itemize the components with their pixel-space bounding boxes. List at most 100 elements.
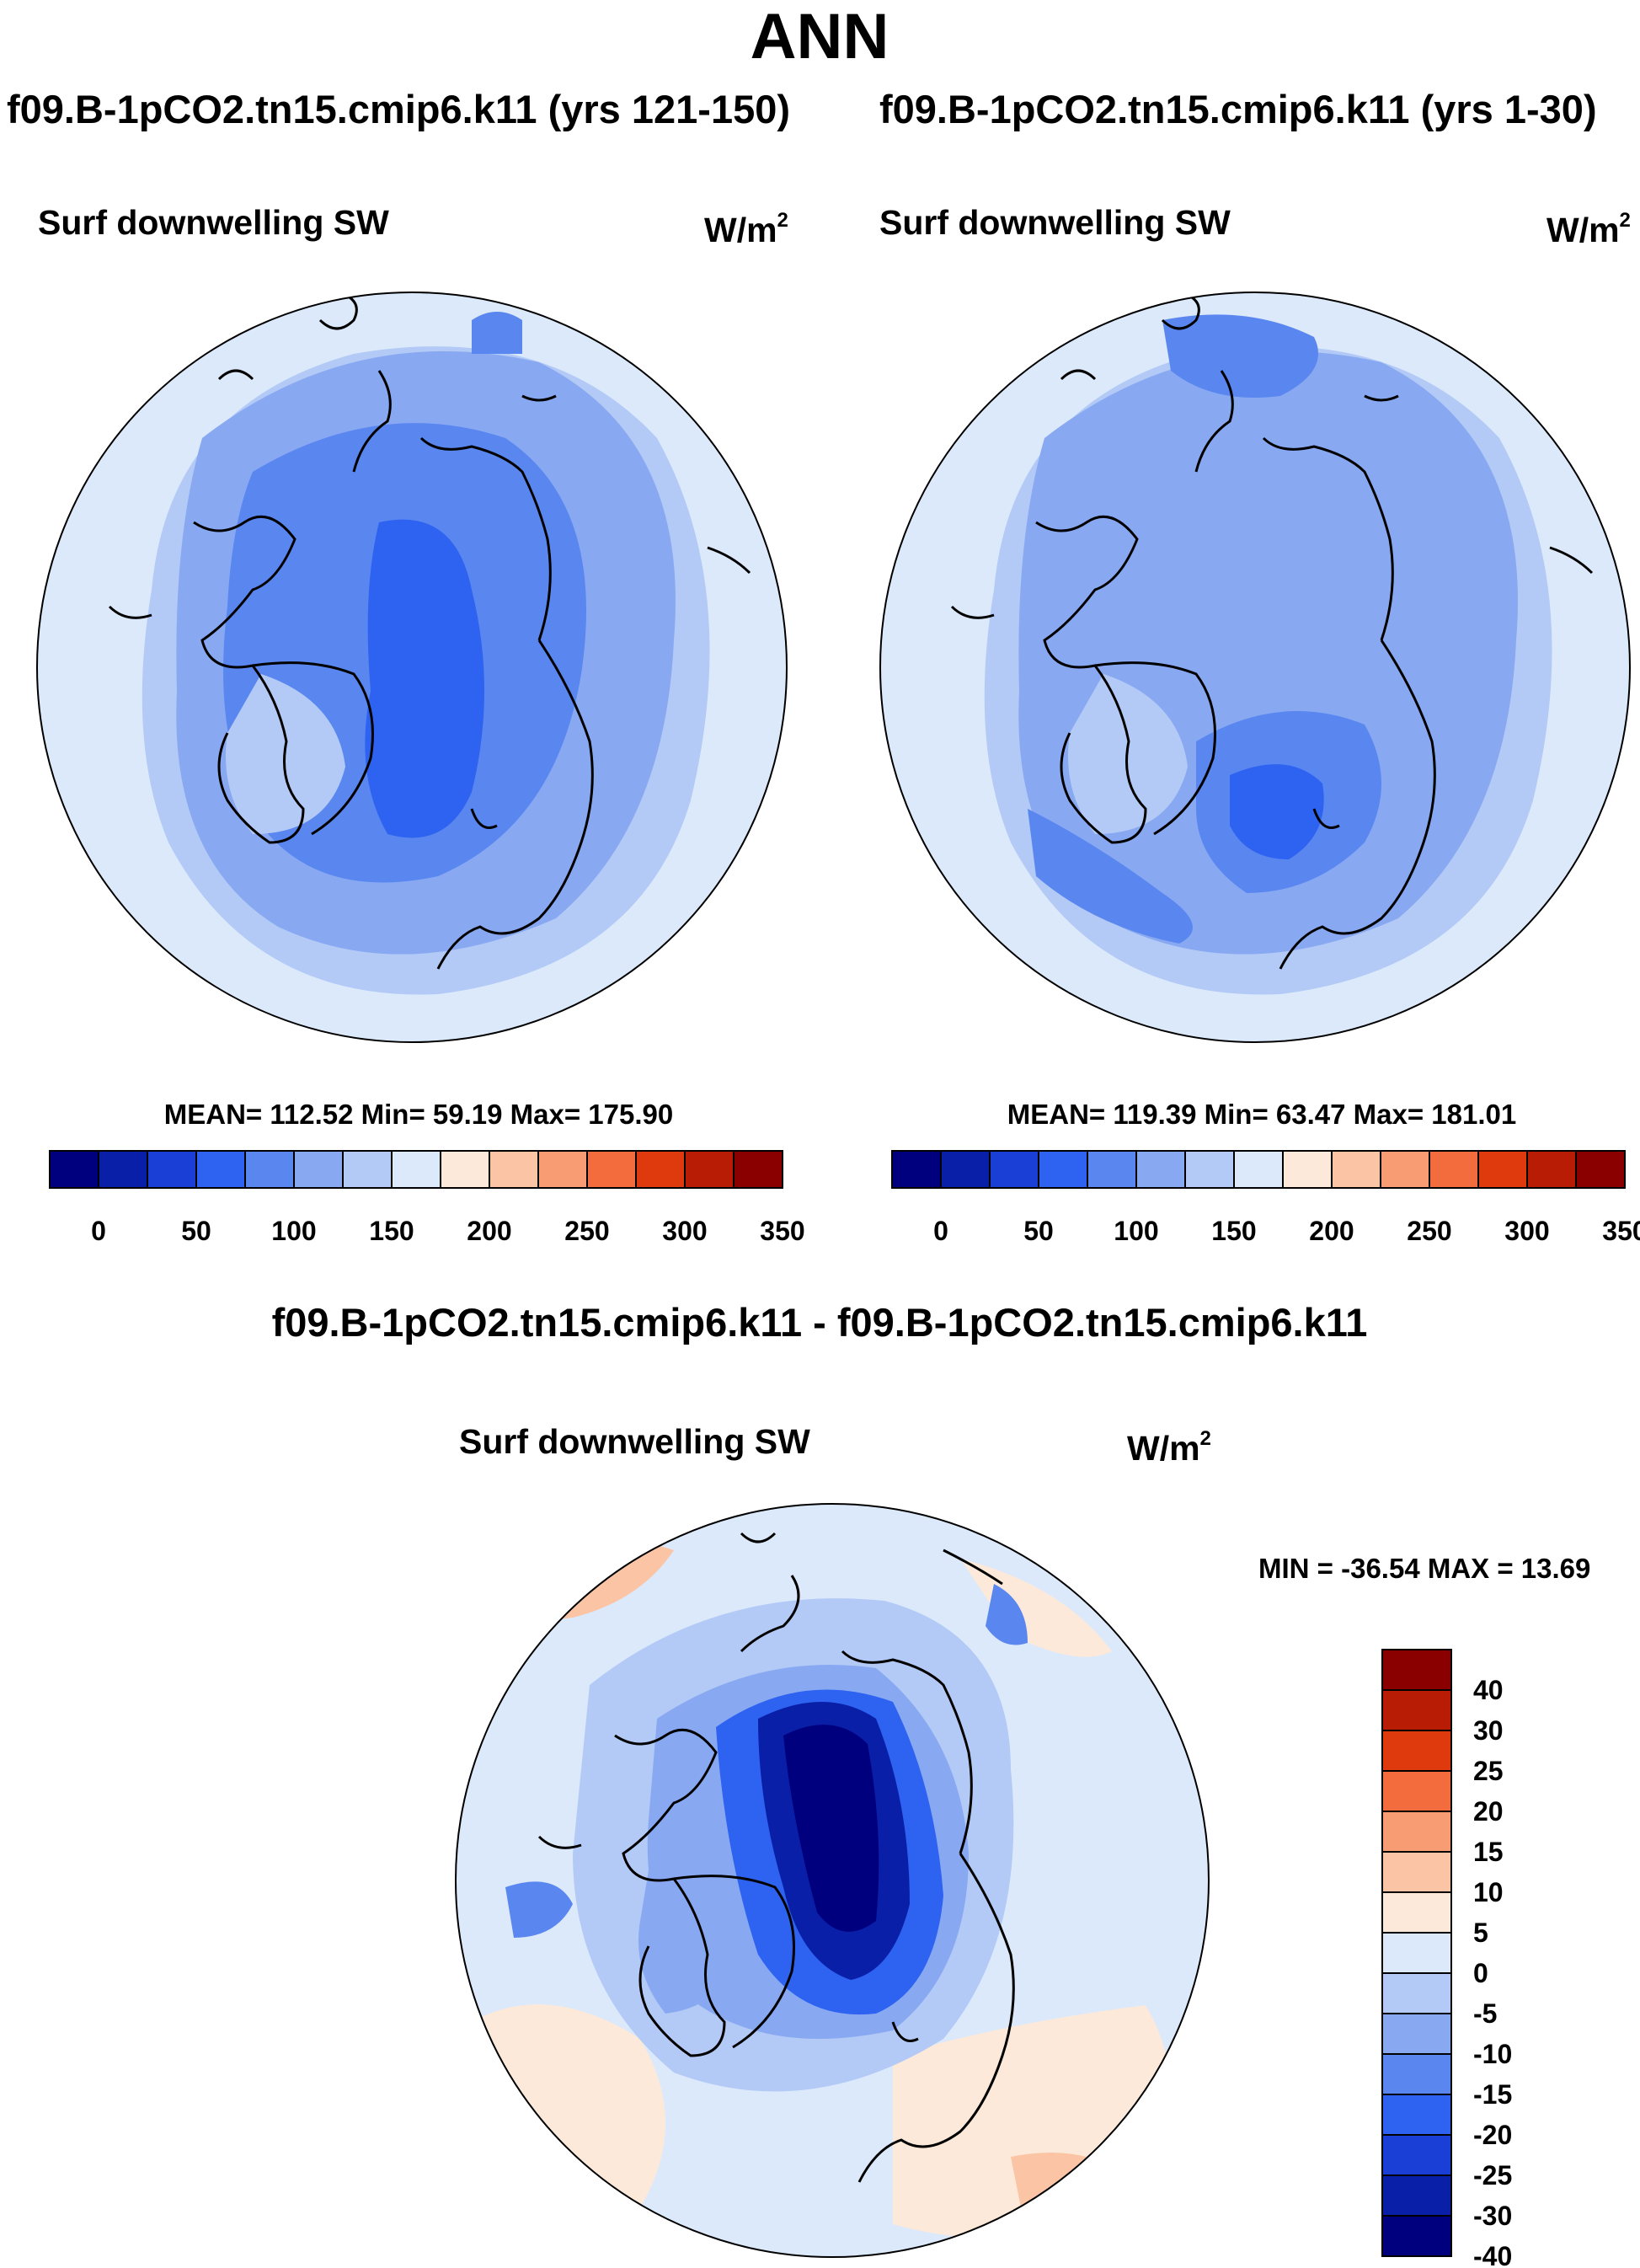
panel2-stats: MEAN= 119.39 Min= 63.47 Max= 181.01 bbox=[1007, 1099, 1517, 1130]
colorbar-panel3-tick-label: -30 bbox=[1473, 2201, 1512, 2231]
colorbar-panel3: 40 30 25 20 15 10 5 0 -5 -10 -15 -20 -25 -30 -40 bbox=[1381, 1649, 1512, 2268]
colorbar-panel1-swatch bbox=[293, 1150, 344, 1189]
colorbar-panel2-swatch bbox=[989, 1150, 1039, 1189]
panel2-units: W/m2 bbox=[1547, 209, 1631, 249]
colorbar-panel3-swatch bbox=[1381, 2134, 1452, 2176]
colorbar-panel2-swatch bbox=[1184, 1150, 1235, 1189]
map1-coastlines bbox=[108, 293, 751, 970]
colorbar-panel2-swatch bbox=[1380, 1150, 1430, 1189]
colorbar-panel3-tick-label: 5 bbox=[1473, 1918, 1488, 1948]
colorbar-panel1-swatch bbox=[635, 1150, 686, 1189]
colorbar-panel3-swatch bbox=[1381, 2215, 1452, 2257]
colorbar-panel3-tick-label: 10 bbox=[1473, 1877, 1504, 1907]
colorbar-panel2-tick-label: 150 bbox=[1211, 1216, 1256, 1246]
colorbar-panel1-swatch bbox=[391, 1150, 441, 1189]
colorbar-panel3-tick-label: 40 bbox=[1473, 1675, 1504, 1705]
colorbar-panel2-tick-label: 200 bbox=[1309, 1216, 1354, 1246]
colorbar-panel3-tick-label: -20 bbox=[1473, 2120, 1512, 2150]
colorbar-panel1-swatch bbox=[586, 1150, 637, 1189]
map2-coastlines bbox=[950, 293, 1594, 970]
colorbar-panel1-tick-label: 0 bbox=[91, 1216, 106, 1246]
colorbar-panel1-swatch bbox=[244, 1150, 295, 1189]
colorbar-panel2-swatch bbox=[1526, 1150, 1577, 1189]
panel2-variable-label: Surf downwelling SW bbox=[879, 203, 1231, 242]
colorbar-panel2-tick-label: 50 bbox=[1023, 1216, 1054, 1246]
colorbar-panel1-tick-label: 100 bbox=[271, 1216, 316, 1246]
colorbar-panel1-swatch bbox=[49, 1150, 99, 1189]
colorbar-panel2-swatch bbox=[1233, 1150, 1284, 1189]
colorbar-panel2-swatch bbox=[1135, 1150, 1186, 1189]
colorbar-panel2: 0 50 100 150 200 250 300 350 bbox=[891, 1150, 1640, 1246]
colorbar-panel3-tick-label: 15 bbox=[1473, 1837, 1504, 1867]
panel1-stats: MEAN= 112.52 Min= 59.19 Max= 175.90 bbox=[163, 1099, 674, 1130]
colorbar-panel1-swatch bbox=[684, 1150, 735, 1189]
colorbar-panel1: 0 50 100 150 200 250 300 350 bbox=[49, 1150, 805, 1246]
panel3-units: W/m2 bbox=[1127, 1427, 1211, 1468]
colorbar-panel2-tick-label: 250 bbox=[1407, 1216, 1451, 1246]
figure-title: ANN bbox=[750, 1, 889, 72]
colorbar-panel3-swatch bbox=[1381, 1689, 1452, 1731]
colorbar-panel2-swatch bbox=[940, 1150, 991, 1189]
colorbar-panel1-tick-label: 300 bbox=[662, 1216, 707, 1246]
colorbar-panel3-swatch bbox=[1381, 1730, 1452, 1772]
panel1-units: W/m2 bbox=[704, 209, 788, 249]
colorbar-panel2-swatch bbox=[1477, 1150, 1528, 1189]
colorbar-panel1-swatch bbox=[195, 1150, 246, 1189]
map3-coastlines bbox=[537, 1532, 1015, 2183]
colorbar-panel3-swatch bbox=[1381, 1649, 1452, 1691]
colorbar-panel1-tick-label: 50 bbox=[181, 1216, 211, 1246]
map1-border bbox=[36, 292, 788, 1043]
colorbar-panel3-tick-label: -15 bbox=[1473, 2079, 1512, 2110]
colorbar-panel3-swatch bbox=[1381, 1770, 1452, 1812]
colorbar-panel1-swatch bbox=[98, 1150, 148, 1189]
colorbar-panel3-swatch bbox=[1381, 1811, 1452, 1853]
panel3-stats: MIN = -36.54 MAX = 13.69 bbox=[1258, 1553, 1591, 1584]
colorbar-panel3-swatch bbox=[1381, 1932, 1452, 1974]
colorbar-panel3-swatch bbox=[1381, 1851, 1452, 1893]
colorbar-panel3-tick-label: 25 bbox=[1473, 1756, 1504, 1786]
colorbar-panel2-swatch bbox=[1429, 1150, 1479, 1189]
colorbar-panel2-tick-label: 300 bbox=[1504, 1216, 1549, 1246]
colorbar-panel1-swatch bbox=[733, 1150, 783, 1189]
colorbar-panel1-tick-label: 350 bbox=[760, 1216, 804, 1246]
panel3-case-title: f09.B-1pCO2.tn15.cmip6.k11 - f09.B-1pCO2… bbox=[271, 1300, 1368, 1345]
colorbar-panel1-swatch bbox=[537, 1150, 588, 1189]
map2-border bbox=[879, 292, 1631, 1043]
colorbar-panel3-swatch bbox=[1381, 2094, 1452, 2136]
colorbar-panel3-tick-label: -5 bbox=[1473, 1998, 1497, 2029]
colorbar-panel2-swatch bbox=[1331, 1150, 1381, 1189]
colorbar-panel3-tick-label: 0 bbox=[1473, 1958, 1488, 1988]
panel1-variable-label: Surf downwelling SW bbox=[38, 203, 389, 242]
colorbar-panel1-tick-label: 200 bbox=[467, 1216, 511, 1246]
colorbar-panel3-swatch bbox=[1381, 1891, 1452, 1934]
panel3-variable-label: Surf downwelling SW bbox=[459, 1422, 810, 1461]
colorbar-panel1-swatch bbox=[489, 1150, 539, 1189]
colorbar-panel2-swatch bbox=[1282, 1150, 1333, 1189]
colorbar-panel3-swatch bbox=[1381, 2053, 1452, 2095]
colorbar-panel3-swatch bbox=[1381, 1972, 1452, 2014]
panel2-case-title: f09.B-1pCO2.tn15.cmip6.k11 (yrs 1-30) bbox=[879, 87, 1597, 131]
colorbar-panel1-swatch bbox=[147, 1150, 197, 1189]
colorbar-panel1-tick-label: 150 bbox=[369, 1216, 414, 1246]
colorbar-panel2-tick-label: 350 bbox=[1602, 1216, 1640, 1246]
map3-border bbox=[455, 1503, 1210, 2258]
colorbar-panel1-tick-label: 250 bbox=[564, 1216, 609, 1246]
map3-field bbox=[456, 1504, 1209, 2257]
colorbar-panel3-tick-label: -10 bbox=[1473, 2039, 1512, 2069]
colorbar-panel2-tick-label: 100 bbox=[1114, 1216, 1158, 1246]
colorbar-panel3-tick-label: 30 bbox=[1473, 1715, 1504, 1746]
colorbar-panel2-swatch bbox=[1575, 1150, 1626, 1189]
colorbar-panel3-tick-label: -25 bbox=[1473, 2160, 1512, 2190]
colorbar-panel2-swatch bbox=[1087, 1150, 1137, 1189]
colorbar-panel3-tick-label: -40 bbox=[1473, 2241, 1512, 2268]
colorbar-panel3-swatch bbox=[1381, 2013, 1452, 2055]
colorbar-panel2-tick-label: 0 bbox=[933, 1216, 948, 1246]
colorbar-panel3-tick-label: 20 bbox=[1473, 1796, 1504, 1827]
colorbar-panel2-swatch bbox=[1038, 1150, 1088, 1189]
panel1-case-title: f09.B-1pCO2.tn15.cmip6.k11 (yrs 121-150) bbox=[7, 87, 791, 131]
colorbar-panel2-swatch bbox=[891, 1150, 942, 1189]
colorbar-panel1-swatch bbox=[342, 1150, 393, 1189]
colorbar-panel3-swatch bbox=[1381, 2174, 1452, 2217]
colorbar-panel1-swatch bbox=[440, 1150, 490, 1189]
